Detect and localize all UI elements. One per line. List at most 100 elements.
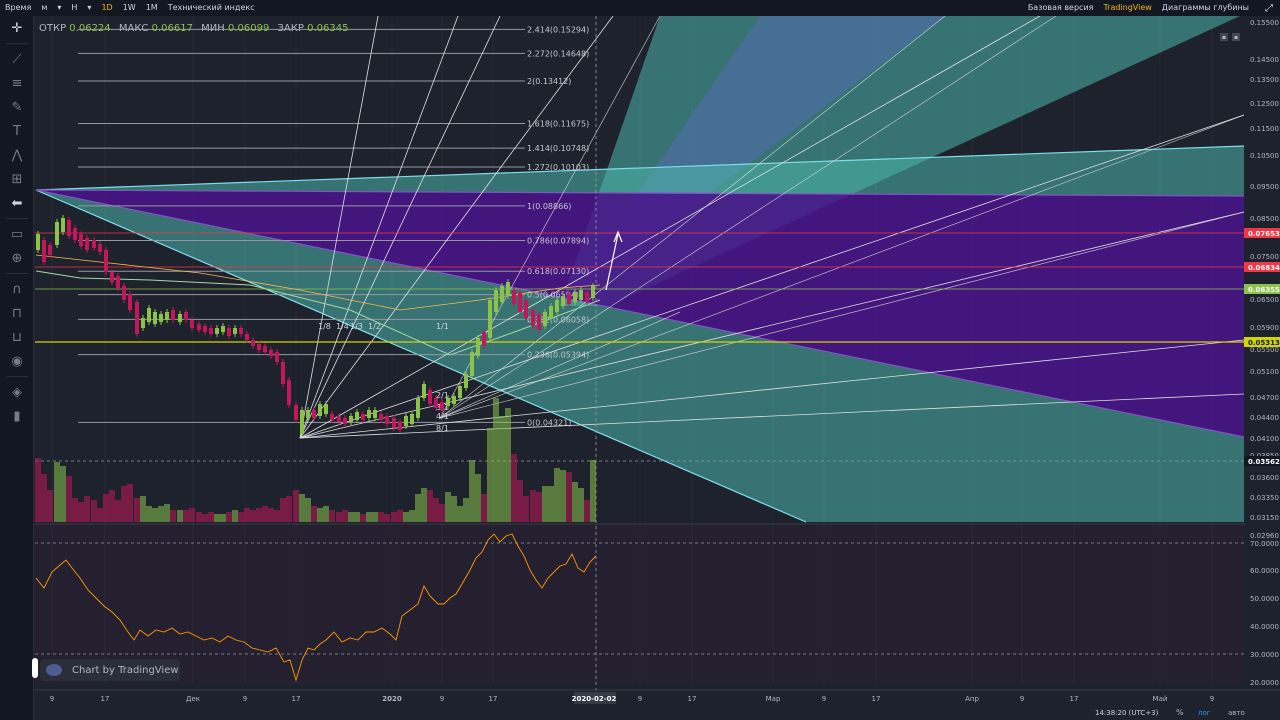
price-axis-tick: 0.14500 bbox=[1250, 56, 1279, 64]
interval-item-0[interactable]: Время bbox=[5, 3, 32, 12]
pane-close-icon[interactable]: ▪ bbox=[1232, 33, 1240, 41]
volume-bar bbox=[578, 488, 584, 522]
candle-body bbox=[512, 290, 516, 304]
candle-body bbox=[263, 346, 267, 352]
time-axis-tick: 9 bbox=[638, 695, 642, 703]
interval-item-5[interactable]: 1D bbox=[101, 3, 113, 12]
gann-fan-line bbox=[299, 16, 459, 439]
gann-fan-line bbox=[299, 16, 614, 439]
interval-controls: Время м ▾ Н ▾ 1D 1W 1M Технический индекс bbox=[0, 0, 260, 16]
branding-badge[interactable]: Chart by TradingView bbox=[40, 659, 180, 681]
rsi-axis-tick: 60.0000 bbox=[1250, 567, 1279, 575]
volume-bar bbox=[103, 494, 109, 522]
time-axis-tick: Апр bbox=[965, 695, 979, 703]
volume-bar bbox=[238, 512, 244, 522]
moving-average-line bbox=[35, 254, 601, 311]
interval-item-6[interactable]: 1W bbox=[122, 3, 136, 12]
volume-bar bbox=[47, 490, 53, 522]
chart-area[interactable]: 2.414(0.15294) 2.272(0.14648) 2(0.13412) 1.… bbox=[35, 16, 1280, 720]
back-arrow-icon[interactable]: ⬅ bbox=[11, 195, 23, 211]
volume-bar bbox=[317, 508, 323, 522]
volume-bar bbox=[378, 512, 384, 522]
candle-body bbox=[398, 422, 402, 430]
ruler-icon[interactable]: ▭ bbox=[10, 226, 24, 242]
candle-body bbox=[48, 245, 52, 255]
trend-line-icon[interactable]: ⟋ bbox=[12, 51, 22, 67]
interval-item-4[interactable]: ▾ bbox=[87, 3, 92, 12]
candle-body bbox=[361, 414, 365, 420]
pane-resize-handle[interactable] bbox=[32, 658, 38, 678]
text-icon[interactable]: T bbox=[13, 123, 21, 139]
volume-bar bbox=[481, 494, 487, 522]
rsi-line bbox=[35, 533, 597, 682]
volume-bar bbox=[384, 514, 390, 522]
candle-body bbox=[531, 310, 535, 326]
crosshair-icon[interactable]: ✛ bbox=[11, 20, 23, 36]
volume-bar bbox=[560, 470, 566, 522]
price-badge bbox=[1244, 228, 1280, 238]
volume-bar bbox=[323, 506, 329, 522]
channel-teal-bottom bbox=[36, 190, 1244, 522]
time-axis-tick: 2020-02-02 bbox=[572, 695, 617, 703]
candle-body bbox=[500, 286, 504, 302]
candle-body bbox=[128, 294, 132, 310]
interval-item-7[interactable]: 1M bbox=[145, 3, 158, 12]
volume-bar bbox=[409, 510, 415, 522]
fib-level-label: 1.618(0.11675) bbox=[527, 119, 589, 128]
auto-toggle[interactable]: авто bbox=[1228, 709, 1245, 717]
gann-fan-line bbox=[439, 114, 1245, 419]
price-axis-tick: 0.12500 bbox=[1250, 100, 1279, 108]
horizontal-lines-icon[interactable]: ≡ bbox=[11, 75, 23, 91]
volume-bar bbox=[78, 502, 84, 522]
measure-tools-icon[interactable]: ⊞ bbox=[11, 171, 23, 187]
volume-bar bbox=[41, 474, 47, 522]
interval-item-2[interactable]: ▾ bbox=[57, 3, 62, 12]
trash-icon[interactable]: ▮ bbox=[13, 408, 21, 424]
candle-body bbox=[585, 292, 589, 302]
magnet-icon[interactable]: ∩ bbox=[12, 281, 22, 297]
candle-body bbox=[197, 324, 201, 330]
candle-body bbox=[458, 386, 462, 398]
interval-item-1[interactable]: м bbox=[41, 3, 48, 12]
price-axis-tick: 0.04700 bbox=[1250, 394, 1279, 402]
volume-bar bbox=[433, 498, 439, 522]
eye-icon[interactable]: ◉ bbox=[11, 353, 23, 369]
percent-toggle[interactable]: % bbox=[1176, 708, 1184, 717]
price-axis-tick: 0.11500 bbox=[1250, 125, 1279, 133]
candle-body bbox=[567, 294, 571, 304]
view-tab-1[interactable]: TradingView bbox=[1103, 3, 1152, 12]
candle-body bbox=[555, 300, 559, 312]
price-badge-label: 0.06834 bbox=[1248, 264, 1280, 272]
toolbar-separator bbox=[6, 218, 28, 219]
pane-minimize-icon[interactable]: ▪ bbox=[1220, 33, 1228, 41]
volume-bar bbox=[584, 500, 590, 522]
candle-body bbox=[488, 300, 492, 338]
volume-bar bbox=[121, 486, 127, 522]
time-axis-tick: 9 bbox=[1020, 695, 1024, 703]
volume-bar bbox=[457, 506, 463, 522]
log-toggle[interactable]: лог bbox=[1198, 709, 1211, 717]
pattern-icon[interactable]: ⋀ bbox=[11, 147, 23, 163]
fib-level-label: 0(0.04321) bbox=[527, 418, 571, 427]
view-tab-2[interactable]: Диаграммы глубины bbox=[1161, 3, 1249, 12]
candle-body bbox=[98, 244, 102, 252]
unlock-icon[interactable]: ⊔ bbox=[11, 329, 23, 345]
candle-body bbox=[257, 344, 261, 350]
brush-icon[interactable]: ✎ bbox=[11, 99, 23, 115]
volume-bar bbox=[493, 398, 499, 522]
time-axis-tick: 9 bbox=[50, 695, 54, 703]
fib-level-label: 1.272(0.10103) bbox=[527, 163, 589, 172]
candle-body bbox=[281, 362, 285, 384]
lock-drawings-icon[interactable]: ⊓ bbox=[11, 305, 23, 321]
view-tab-0[interactable]: Базовая версия bbox=[1027, 3, 1094, 12]
fullscreen-icon[interactable]: ⤢ bbox=[1265, 2, 1273, 14]
clock-label: 14:38:20 (UTC+3) bbox=[1095, 709, 1159, 717]
volume-bar bbox=[274, 510, 280, 522]
channel-teal-top bbox=[36, 146, 1244, 196]
layers-icon[interactable]: ◈ bbox=[12, 384, 22, 400]
price-badge bbox=[1244, 262, 1280, 272]
chart-canvas[interactable]: 2.414(0.15294) 2.272(0.14648) 2(0.13412) 1.… bbox=[35, 16, 1280, 720]
zoom-in-icon[interactable]: ⊕ bbox=[11, 250, 23, 266]
interval-item-3[interactable]: Н bbox=[71, 3, 78, 12]
interval-item-8[interactable]: Технический индекс bbox=[167, 3, 255, 12]
